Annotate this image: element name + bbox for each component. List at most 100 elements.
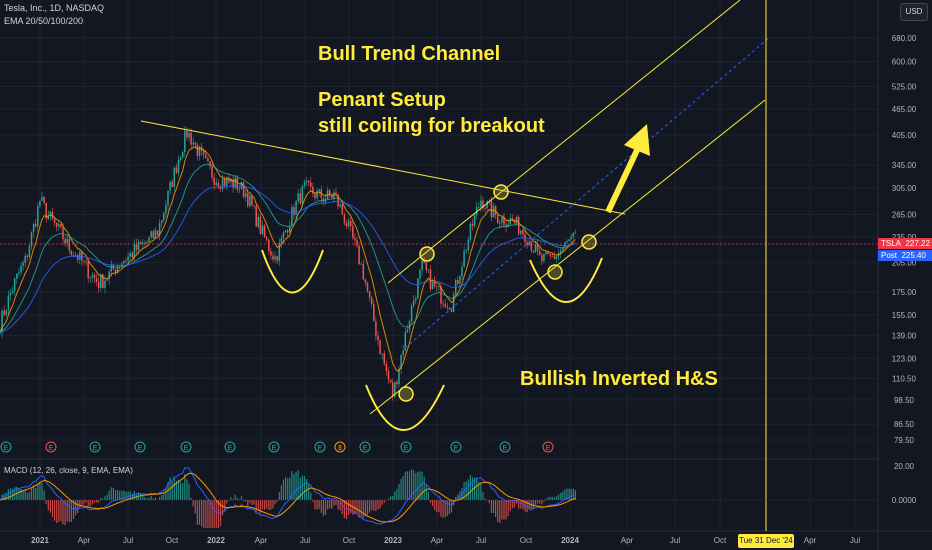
candle-body	[221, 178, 224, 189]
time-tick-label: Jul	[670, 536, 680, 545]
event-marker	[89, 441, 101, 453]
candle-body	[450, 309, 453, 312]
candle-body	[503, 216, 505, 225]
candle-body	[307, 180, 310, 183]
candle-body	[289, 225, 291, 233]
candle-body	[547, 252, 549, 255]
event-marker	[180, 441, 192, 453]
candle-body	[242, 182, 245, 197]
event-marker	[542, 441, 554, 453]
candle-body	[400, 354, 402, 370]
candle-body	[43, 196, 45, 204]
candle-body	[194, 142, 197, 145]
candle-body	[568, 239, 570, 242]
candle-body	[190, 132, 192, 145]
candle-body	[60, 224, 62, 228]
candle-body	[549, 254, 551, 256]
candle-body	[95, 278, 98, 282]
event-marker-label: E	[93, 445, 98, 452]
candle-body	[358, 245, 360, 265]
candle-body	[76, 254, 79, 260]
candle-body	[520, 230, 522, 234]
candle-body	[123, 260, 125, 264]
candle-body	[452, 294, 455, 312]
bull-trend-channel-label: Bull Trend Channel	[318, 43, 501, 65]
candle-body	[39, 200, 41, 207]
event-marker	[334, 441, 346, 453]
candle-body	[280, 238, 283, 243]
candle-body	[110, 264, 113, 272]
candle-body	[22, 262, 24, 266]
cursor-date-label: Tue 31 Dec '24	[738, 534, 794, 548]
breakout-arrow-head	[624, 124, 650, 156]
candle-body	[238, 188, 241, 190]
candle-body	[263, 225, 266, 238]
candle-body	[236, 177, 239, 190]
candle-body	[335, 192, 337, 195]
candle-body	[404, 332, 407, 351]
candle-body	[555, 256, 558, 260]
candle-body	[303, 182, 306, 186]
candle-body	[499, 222, 501, 224]
candle-body	[274, 256, 276, 260]
candle-body	[282, 232, 285, 239]
indicator-legend[interactable]: EMA 20/50/100/200	[4, 16, 84, 26]
event-marker-label: E	[49, 445, 54, 452]
right-shoulder-arc	[529, 257, 603, 303]
candle-body	[207, 158, 209, 162]
candle-body	[74, 254, 77, 256]
candle-body	[444, 303, 446, 307]
candle-body	[310, 182, 312, 187]
event-marker	[314, 441, 326, 453]
candle-body	[139, 241, 142, 245]
event-marker	[0, 441, 12, 453]
candle-body	[543, 254, 545, 262]
candle-body	[389, 379, 392, 383]
candle-body	[570, 236, 572, 240]
event-marker-label: E	[503, 445, 508, 452]
candle-body	[299, 193, 302, 204]
candle-body	[492, 206, 495, 218]
candle-body	[257, 216, 260, 227]
candle-body	[534, 244, 537, 252]
candle-body	[284, 230, 287, 233]
price-axis: 680.00 600.00 525.00 465.00 405.00 345.00 305.…	[892, 34, 917, 445]
candle-body	[421, 260, 423, 270]
candle-body	[173, 167, 176, 187]
candle-body	[562, 247, 564, 251]
candle-body	[415, 298, 417, 301]
event-marker-label: E	[454, 445, 459, 452]
candle-body	[131, 253, 134, 258]
price-tick-label: 110.50	[892, 374, 916, 383]
candle-body	[566, 241, 568, 243]
candle-body	[459, 276, 461, 284]
candle-body	[66, 238, 68, 244]
candle-body	[265, 237, 268, 240]
macd-legend[interactable]: MACD (12, 26, close, 9, EMA, EMA)	[4, 466, 133, 475]
candle-body	[471, 223, 474, 226]
candle-body	[297, 193, 299, 202]
candle-body	[251, 195, 253, 206]
candle-body	[160, 220, 163, 224]
candle-body	[343, 214, 346, 224]
candle-body	[62, 227, 64, 240]
candle-body	[255, 206, 257, 227]
candle-body	[494, 206, 497, 215]
candle-body	[337, 194, 339, 207]
price-tick-label: 86.50	[894, 420, 915, 429]
channel-upper-line	[387, 0, 741, 284]
candle-body	[152, 231, 155, 239]
candle-body	[175, 167, 178, 173]
candle-body	[354, 237, 356, 241]
currency-button[interactable]: USD	[900, 3, 928, 21]
candle-body	[169, 181, 171, 191]
candle-body	[545, 252, 547, 255]
candle-body	[490, 200, 493, 218]
candle-body	[137, 241, 140, 250]
event-marker-label: E	[4, 445, 9, 452]
candle-body	[7, 295, 10, 310]
time-tick-label: Oct	[343, 536, 356, 545]
candle-body	[87, 261, 89, 279]
candle-body	[381, 353, 383, 355]
